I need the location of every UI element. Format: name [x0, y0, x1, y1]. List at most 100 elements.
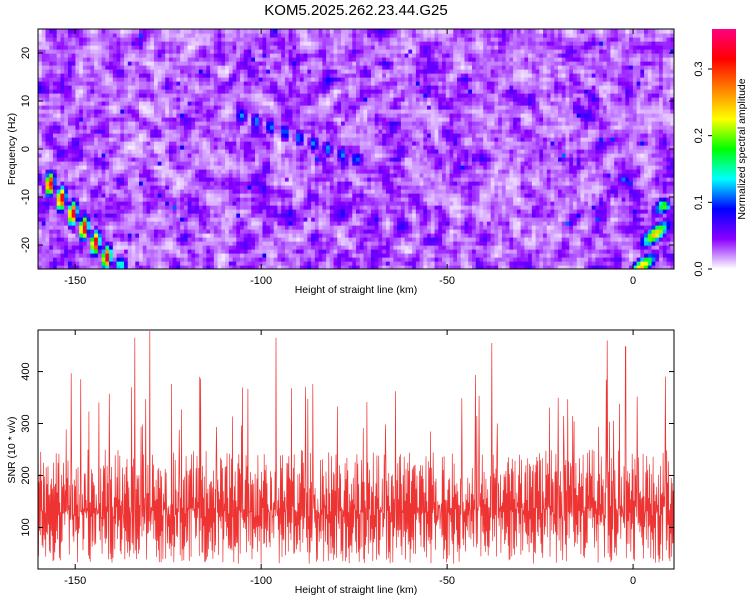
heatmap-cell	[52, 157, 58, 162]
heatmap-cell	[509, 189, 514, 194]
heatmap-cell	[670, 209, 674, 214]
heatmap-cell	[651, 217, 656, 222]
heatmap-cell	[524, 177, 529, 182]
heatmap-cell	[258, 249, 264, 254]
heatmap-cell	[356, 181, 361, 186]
heatmap-cell	[670, 253, 674, 258]
heatmap-cell	[382, 165, 387, 170]
heatmap-cell	[659, 221, 664, 226]
heatmap-cell	[662, 213, 668, 218]
heatmap-cell	[269, 165, 275, 170]
heatmap-cell	[580, 197, 585, 202]
heatmap-cell	[363, 181, 368, 186]
heatmap-cell	[109, 149, 114, 154]
heatmap-cell	[329, 245, 335, 250]
heatmap-cell	[176, 245, 181, 250]
heatmap-cell	[591, 261, 597, 266]
heatmap-cell	[632, 237, 638, 242]
heatmap-cell	[501, 217, 507, 222]
heatmap-cell	[94, 257, 99, 262]
heatmap-cell	[531, 213, 537, 218]
heatmap-cell	[112, 229, 118, 234]
heatmap-cell	[528, 193, 533, 198]
heatmap-cell	[389, 209, 395, 214]
heatmap-cell	[460, 181, 466, 186]
heatmap-cell	[610, 157, 615, 162]
heatmap-cell	[217, 233, 222, 238]
heatmap-cell	[572, 237, 578, 242]
heatmap-cell	[56, 205, 62, 210]
heatmap-cell	[501, 265, 507, 269]
heatmap-cell	[385, 229, 391, 234]
heatmap-cell	[165, 265, 170, 269]
heatmap-cell	[277, 245, 282, 250]
heatmap-cell	[277, 153, 282, 158]
heatmap-cell	[322, 249, 327, 254]
heatmap-cell	[296, 165, 301, 170]
heatmap-cell	[236, 153, 241, 158]
heatmap-cell	[322, 161, 327, 166]
heatmap-cell	[258, 177, 264, 182]
heatmap-cell	[572, 217, 578, 222]
heatmap-cell	[326, 193, 331, 198]
heatmap-cell	[449, 197, 454, 202]
heatmap-cell	[341, 265, 346, 269]
heatmap-cell	[266, 201, 271, 206]
heatmap-cell	[400, 225, 406, 230]
heatmap-cell	[438, 257, 443, 262]
heatmap-cell	[258, 173, 264, 178]
heatmap-cell	[206, 261, 211, 266]
heatmap-cell	[599, 265, 604, 269]
heatmap-cell	[430, 205, 436, 210]
heatmap-cell	[288, 233, 293, 238]
heatmap-cell	[501, 177, 507, 182]
heatmap-cell	[206, 257, 211, 262]
heatmap-cell	[595, 209, 600, 214]
heatmap-cell	[329, 221, 335, 226]
heatmap-cell	[509, 173, 514, 178]
heatmap-cell	[662, 241, 668, 246]
heatmap-cell	[352, 213, 357, 218]
heatmap-cell	[494, 205, 499, 210]
heatmap-cell	[206, 197, 211, 202]
heatmap-cell	[187, 165, 192, 170]
heatmap-cell	[292, 237, 297, 242]
heatmap-cell	[479, 257, 484, 262]
heatmap-cell	[217, 173, 222, 178]
heatmap-cell	[408, 261, 413, 266]
heatmap-cell	[520, 153, 525, 158]
heatmap-cell	[326, 181, 331, 186]
heatmap-cell	[404, 169, 409, 174]
heatmap-cell	[97, 249, 103, 254]
heatmap-cell	[412, 169, 417, 174]
heatmap-cell	[277, 217, 282, 222]
heatmap-cell	[243, 221, 249, 226]
heatmap-cell	[348, 225, 353, 230]
heatmap-cell	[284, 253, 290, 258]
heatmap-cell	[348, 229, 353, 234]
heatmap-cell	[543, 229, 548, 234]
heatmap-cell	[569, 153, 574, 158]
heatmap-cell	[505, 181, 510, 186]
heatmap-cell	[632, 185, 638, 190]
heatmap-cell	[640, 173, 645, 178]
heatmap-cell	[337, 177, 342, 182]
heatmap-cell	[602, 185, 608, 190]
heatmap-cell	[337, 213, 342, 218]
heatmap-cell	[183, 253, 189, 258]
heatmap-cell	[299, 265, 305, 269]
heatmap-cell	[202, 201, 207, 206]
heatmap-cell	[662, 201, 668, 206]
heatmap-cell	[120, 165, 125, 170]
heatmap-cell	[307, 225, 312, 230]
heatmap-cell	[168, 213, 174, 218]
heatmap-cell	[374, 221, 380, 226]
heatmap-cell	[195, 213, 200, 218]
heatmap-cell	[318, 197, 323, 202]
heatmap-cell	[558, 193, 563, 198]
heatmap-cell	[528, 185, 533, 190]
heatmap-cell	[393, 253, 398, 258]
heatmap-cell	[49, 213, 54, 218]
heatmap-cell	[610, 177, 615, 182]
heatmap-cell	[299, 221, 305, 226]
